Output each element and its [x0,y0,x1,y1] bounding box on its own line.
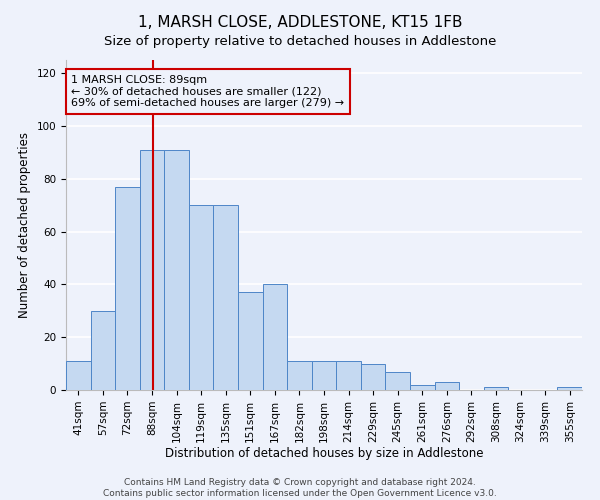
Bar [164,150,189,390]
X-axis label: Distribution of detached houses by size in Addlestone: Distribution of detached houses by size … [165,448,483,460]
Bar [189,205,214,390]
Bar [385,372,410,390]
Bar [484,388,508,390]
Bar [140,150,164,390]
Bar [434,382,459,390]
Bar [336,361,361,390]
Bar [115,186,140,390]
Text: Size of property relative to detached houses in Addlestone: Size of property relative to detached ho… [104,35,496,48]
Text: 1, MARSH CLOSE, ADDLESTONE, KT15 1FB: 1, MARSH CLOSE, ADDLESTONE, KT15 1FB [138,15,462,30]
Text: 1 MARSH CLOSE: 89sqm
← 30% of detached houses are smaller (122)
69% of semi-deta: 1 MARSH CLOSE: 89sqm ← 30% of detached h… [71,75,344,108]
Bar [312,361,336,390]
Bar [238,292,263,390]
Bar [66,361,91,390]
Bar [287,361,312,390]
Bar [91,311,115,390]
Bar [410,384,434,390]
Bar [214,205,238,390]
Text: Contains HM Land Registry data © Crown copyright and database right 2024.
Contai: Contains HM Land Registry data © Crown c… [103,478,497,498]
Y-axis label: Number of detached properties: Number of detached properties [18,132,31,318]
Bar [361,364,385,390]
Bar [263,284,287,390]
Bar [557,388,582,390]
